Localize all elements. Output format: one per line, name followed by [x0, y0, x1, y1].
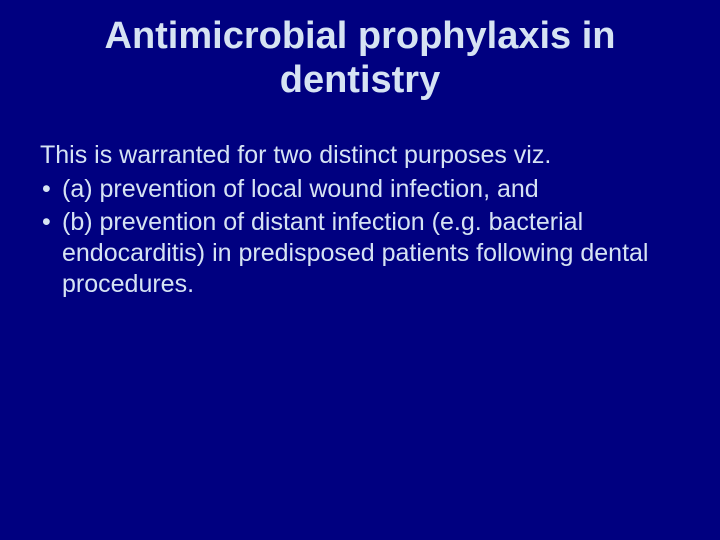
bullet-item: • (b) prevention of distant infection (e… [40, 207, 680, 301]
bullet-text: (b) prevention of distant infection (e.g… [62, 207, 680, 301]
slide-content: This is warranted for two distinct purpo… [40, 140, 680, 300]
slide-title: Antimicrobial prophylaxis in dentistry [40, 15, 680, 102]
bullet-marker-icon: • [42, 174, 62, 205]
intro-text: This is warranted for two distinct purpo… [40, 140, 680, 171]
bullet-marker-icon: • [42, 207, 62, 238]
bullet-item: • (a) prevention of local wound infectio… [40, 174, 680, 205]
slide-container: Antimicrobial prophylaxis in dentistry T… [0, 0, 720, 540]
bullet-text: (a) prevention of local wound infection,… [62, 174, 680, 205]
